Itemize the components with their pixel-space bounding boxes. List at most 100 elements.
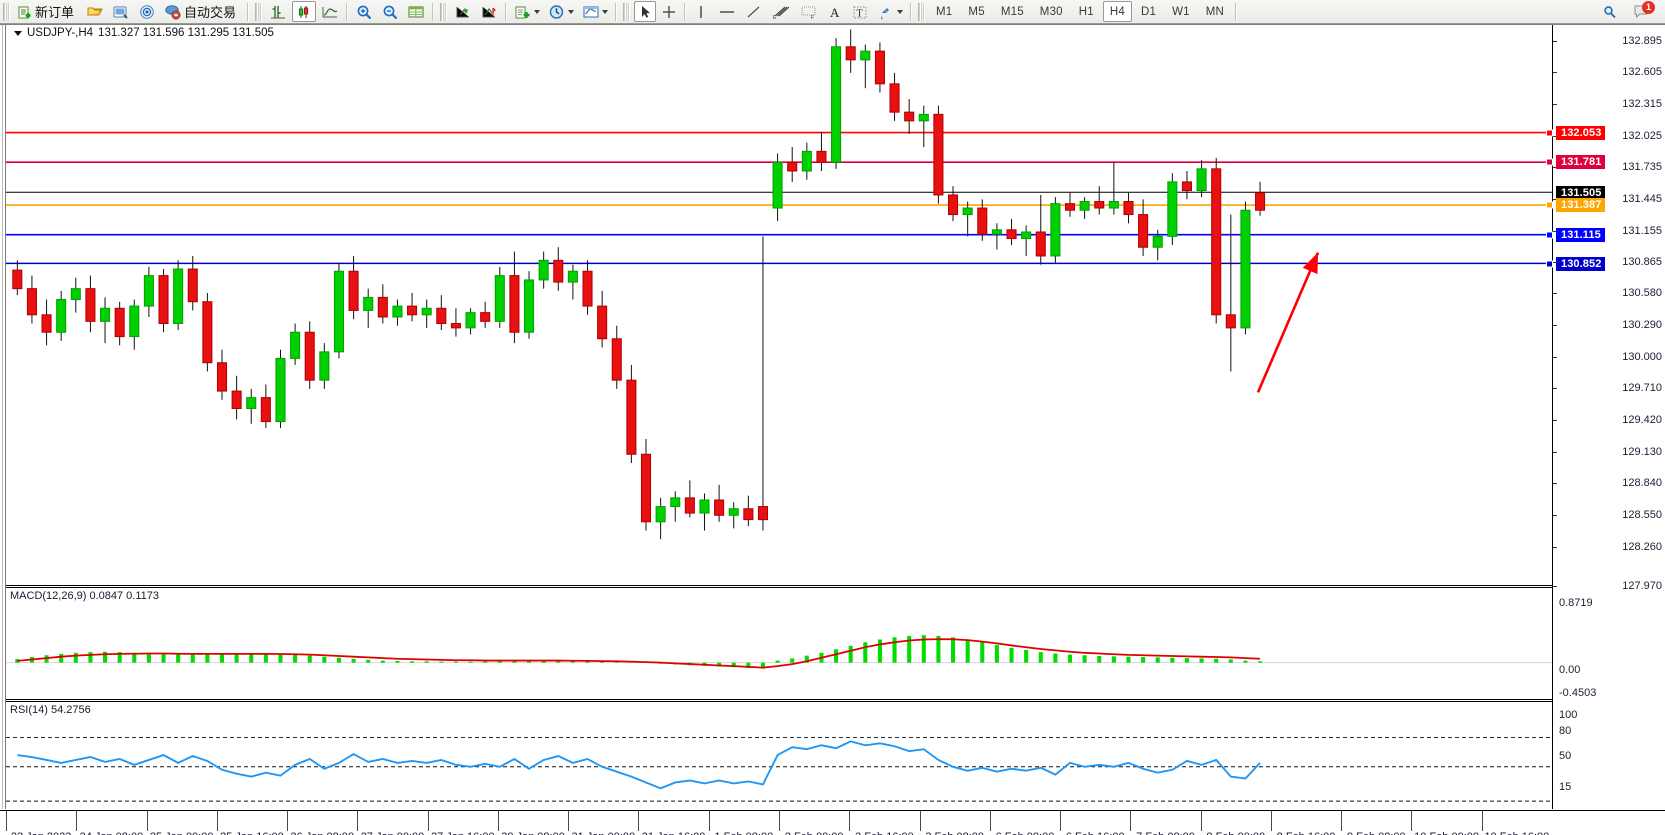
templates-icon[interactable]	[579, 1, 611, 22]
timeframe-h4[interactable]: H4	[1102, 1, 1132, 22]
zoom-in-icon[interactable]	[352, 1, 376, 22]
time-tick	[1200, 811, 1202, 831]
notifications-button[interactable]: 1	[1629, 1, 1655, 22]
price-line-label-131-505[interactable]: 131.505	[1556, 185, 1606, 200]
price-tick-mark	[1553, 40, 1557, 42]
price-tick-label: 132.895	[1622, 34, 1662, 47]
trendline-icon[interactable]	[742, 1, 766, 22]
time-tick-label: 26 Jan 08:00	[290, 831, 354, 835]
indicators-icon[interactable]	[511, 1, 543, 22]
text-icon[interactable]: A	[824, 1, 846, 22]
price-line-label-131-115[interactable]: 131.115	[1556, 228, 1605, 243]
rsi-tick-label: 100	[1559, 709, 1578, 721]
chart-area[interactable]: USDJPY-,H4 131.327 131.596 131.295 131.5…	[0, 24, 1665, 835]
toolbar-grip-5[interactable]	[918, 2, 926, 21]
timeframe-h1[interactable]: H1	[1078, 5, 1094, 18]
timeframe-m1[interactable]: M1	[936, 5, 953, 18]
macd-tick-label: 0.8719	[1559, 597, 1593, 609]
chevron-down-icon-4[interactable]	[897, 9, 904, 14]
chart-shift-icon[interactable]	[477, 1, 501, 22]
price-line-label-131-387[interactable]: 131.387	[1556, 198, 1606, 213]
publish-icon[interactable]	[109, 1, 133, 22]
price-tick-mark	[1553, 483, 1557, 485]
data-window-icon[interactable]	[404, 1, 428, 22]
timeframe-m15[interactable]: M15	[1000, 5, 1024, 18]
auto-scroll-icon[interactable]	[451, 1, 475, 22]
price-tick-mark	[1553, 515, 1557, 517]
price-line-handle[interactable]	[1546, 201, 1553, 209]
toolbar-separator-4	[505, 2, 508, 21]
timeframe-d1[interactable]: D1	[1141, 5, 1157, 18]
price-line-handle[interactable]	[1546, 231, 1553, 239]
svg-text:E: E	[773, 15, 777, 20]
auto-trading-button[interactable]: 自动交易	[161, 1, 243, 22]
line-chart-icon[interactable]	[318, 1, 342, 22]
time-tick	[1270, 811, 1272, 831]
chevron-down-icon-3[interactable]	[602, 9, 609, 14]
price-tick-mark	[1553, 546, 1557, 548]
fibonacci-icon[interactable]: E	[768, 1, 794, 22]
timeframe-m30[interactable]: M30	[1039, 5, 1063, 18]
toolbar-grip-4[interactable]	[623, 2, 631, 21]
time-tick-label: 2 Feb 00:00	[785, 831, 844, 835]
rsi-pane[interactable]: RSI(14) 54.2756	[6, 701, 1552, 809]
toolbar-separator-7	[910, 2, 913, 21]
time-tick	[76, 811, 78, 831]
price-tick-label: 127.970	[1622, 580, 1662, 592]
time-tick	[919, 811, 921, 831]
price-line-handle[interactable]	[1546, 260, 1553, 268]
macd-pane[interactable]: MACD(12,26,9) 0.0847 0.1173	[6, 587, 1552, 700]
price-line-label-130-852[interactable]: 130.852	[1556, 256, 1606, 271]
new-order-button[interactable]: 新订单	[14, 1, 81, 22]
price-line-label-131-781[interactable]: 131.781	[1556, 155, 1606, 170]
timeframe-mn[interactable]: MN	[1205, 5, 1225, 18]
time-tick-label: 27 Jan 00:00	[361, 831, 425, 835]
toolbar-grip-2[interactable]	[255, 2, 263, 21]
vertical-line-icon[interactable]	[690, 1, 712, 22]
time-tick-label: 30 Jan 08:00	[501, 831, 565, 835]
signals-icon[interactable]	[135, 1, 159, 22]
time-tick	[568, 811, 570, 831]
price-line-handle[interactable]	[1546, 129, 1553, 137]
chevron-down-icon[interactable]	[534, 9, 541, 14]
macd-plot	[6, 635, 1552, 669]
rsi-tick-label: 80	[1559, 725, 1572, 737]
new-order-label: 新订单	[35, 6, 75, 21]
price-pane[interactable]: USDJPY-,H4 131.327 131.596 131.295 131.5…	[6, 25, 1552, 586]
time-tick-label: 10 Feb 16:00	[1484, 831, 1549, 835]
horizontal-line-icon[interactable]	[714, 1, 740, 22]
price-tick-label: 128.260	[1622, 540, 1662, 553]
price-line-label-132-053[interactable]: 132.053	[1556, 125, 1606, 140]
time-tick	[6, 811, 7, 831]
toolbar-grip[interactable]	[3, 2, 10, 21]
timeframe-w1[interactable]: W1	[1172, 5, 1190, 18]
search-icon[interactable]	[1598, 1, 1622, 22]
price-tick-mark	[1553, 262, 1557, 264]
crosshair-icon[interactable]	[658, 1, 680, 22]
time-tick	[427, 811, 429, 831]
chevron-down-icon-2[interactable]	[568, 9, 575, 14]
price-tick-mark	[1553, 356, 1557, 358]
price-tick-mark	[1553, 230, 1557, 232]
channel-icon[interactable]: F	[796, 1, 822, 22]
time-tick	[708, 811, 710, 831]
chart-menu-caret-icon[interactable]	[14, 30, 22, 36]
bar-chart-icon[interactable]	[266, 1, 290, 22]
timeframe-m5[interactable]: M5	[968, 5, 985, 18]
time-tick	[357, 811, 359, 831]
price-tick-label: 128.840	[1622, 477, 1662, 490]
toolbar-grip-3[interactable]	[440, 2, 448, 21]
time-tick	[497, 811, 499, 831]
period-icon[interactable]	[545, 1, 577, 22]
time-tick-label: 3 Feb 08:00	[925, 831, 984, 835]
label-icon[interactable]: T	[848, 1, 872, 22]
time-axis[interactable]: 23 Jan 2023 24 Jan 08:00 25 Jan 00:00 25 Ja…	[0, 810, 1665, 835]
zoom-out-icon[interactable]	[378, 1, 402, 22]
price-line-handle[interactable]	[1546, 158, 1553, 166]
folder-icon[interactable]	[83, 1, 107, 22]
time-tick-label: 8 Feb 00:00	[1206, 831, 1265, 835]
shapes-icon[interactable]	[874, 1, 906, 22]
candlestick-chart-icon[interactable]	[292, 1, 317, 22]
price-axis[interactable]: 132.895 132.605 132.315 132.025 131.735 131.4…	[1546, 25, 1665, 809]
cursor-icon[interactable]	[634, 1, 657, 22]
